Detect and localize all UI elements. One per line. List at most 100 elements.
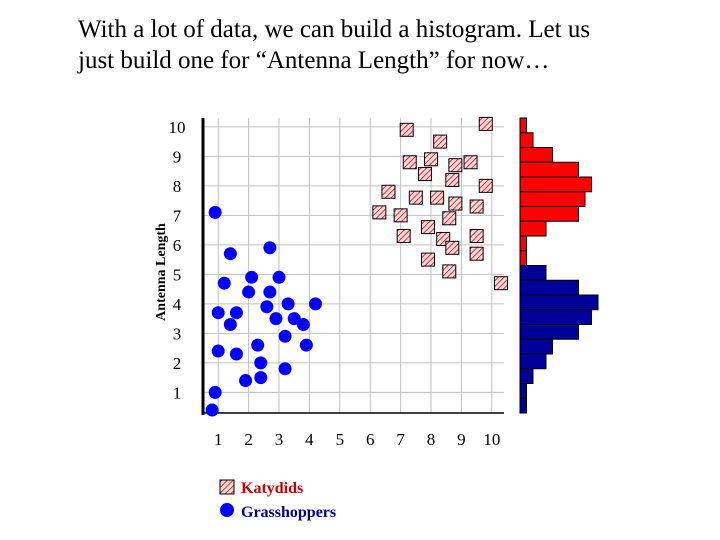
y-tick-label: 5: [173, 265, 182, 284]
katydid-point: [478, 116, 493, 131]
x-tick-label: 4: [305, 430, 314, 449]
histogram-bar-katydid: [519, 235, 527, 252]
histogram-bar-grasshopper: [519, 324, 579, 340]
grasshopper-point: [208, 385, 222, 399]
y-tick-label: 1: [173, 383, 182, 402]
x-tick-label: 8: [427, 430, 436, 449]
katydid-point: [469, 199, 484, 214]
histogram-bar-grasshopper: [519, 397, 527, 414]
grasshopper-point: [245, 270, 259, 284]
katydid-point: [469, 229, 484, 243]
grasshopper-point: [242, 285, 256, 299]
katydid-point: [445, 240, 460, 255]
katydid-point: [463, 155, 478, 170]
y-tick-label: 3: [173, 324, 182, 343]
grasshopper-point: [205, 403, 219, 417]
histogram-bar-katydid: [519, 220, 547, 237]
grasshopper-point: [272, 270, 286, 284]
katydid-point: [372, 205, 387, 220]
histogram-bar-katydid: [519, 250, 527, 266]
katydid-point: [417, 167, 432, 182]
grasshopper-point: [211, 306, 225, 320]
histogram-bar-katydid: [519, 132, 534, 148]
grasshopper-point: [208, 205, 222, 219]
legend: Katydids Grasshoppers: [219, 479, 336, 521]
katydid-point: [493, 276, 508, 291]
x-tick-label: 6: [366, 430, 375, 449]
grasshopper-point: [217, 276, 231, 290]
grasshopper-point: [229, 306, 243, 320]
histogram-bar-katydid: [519, 147, 553, 163]
grasshopper-point: [296, 318, 310, 331]
title-line-1: With a lot of data, we can build a histo…: [78, 16, 591, 43]
katydid-point: [393, 208, 408, 223]
grasshopper-point: [211, 344, 225, 358]
katydid-point: [381, 184, 396, 199]
katydid-point: [442, 211, 457, 226]
grasshopper-point: [269, 312, 283, 326]
histogram-bar-katydid: [519, 161, 579, 178]
grasshopper-point: [278, 362, 292, 376]
grasshopper-point: [254, 371, 268, 385]
y-tick-label: 9: [173, 147, 182, 166]
y-tick-label: 7: [173, 206, 182, 225]
katydid-point: [442, 264, 457, 279]
grasshopper-point: [278, 329, 292, 343]
x-tick-label: 1: [214, 430, 223, 449]
katydid-point: [469, 246, 484, 261]
katydid-point: [478, 178, 493, 193]
grasshopper-point: [229, 347, 243, 361]
x-tick-label: 5: [336, 430, 345, 449]
histogram-bar-grasshopper: [519, 338, 553, 355]
katydid-point: [420, 252, 435, 267]
katydid-point: [445, 172, 460, 187]
grasshopper-point: [251, 338, 265, 352]
grasshopper-point: [299, 338, 313, 352]
katydid-point: [433, 134, 448, 149]
katydid-point: [402, 155, 417, 170]
y-axis-label: Antenna Length: [154, 223, 169, 321]
x-tick-label: 3: [275, 430, 284, 449]
x-tick-label: 9: [457, 430, 466, 449]
y-tick-label: 6: [173, 236, 182, 255]
axes: 1 2 3 4 5 6 7 8 9 10 1 2 3 4 5 6 7 8 9 10: [169, 118, 504, 449]
y-tick-label: 8: [173, 177, 182, 196]
histogram-bar-grasshopper: [519, 294, 599, 311]
y-tick-label: 10: [169, 118, 186, 137]
title-line-2: just build one for “Antenna Length” for …: [78, 47, 550, 74]
histogram-bar-grasshopper: [519, 279, 579, 296]
katydid-point: [420, 220, 435, 235]
histogram-bar-katydid: [519, 176, 592, 193]
katydid-point: [396, 229, 411, 243]
grasshopper-point: [223, 247, 237, 261]
katydid-point: [448, 196, 463, 211]
legend-grasshoppers-label: Grasshoppers: [241, 504, 336, 521]
grasshopper-point: [281, 297, 295, 311]
histogram-bar-katydid: [519, 206, 579, 222]
histogram-bar-grasshopper: [519, 383, 527, 399]
katydid-point: [399, 122, 414, 137]
histogram-bar-grasshopper: [519, 265, 547, 281]
grasshopper-point: [223, 318, 237, 331]
legend-grasshopper-marker: [220, 503, 234, 517]
histogram-bar-grasshopper: [519, 368, 534, 384]
katydid-point: [430, 190, 445, 205]
grasshopper-point: [263, 241, 277, 255]
grasshopper-point: [254, 356, 268, 370]
grasshopper-point: [239, 374, 253, 388]
legend-katydids-label: Katydids: [241, 480, 303, 497]
legend-katydid-marker: [219, 479, 235, 495]
grasshopper-point: [308, 297, 322, 311]
grasshopper-point: [260, 300, 274, 314]
grasshopper-point: [263, 285, 277, 299]
histogram-bar-katydid: [519, 117, 527, 134]
y-tick-label: 2: [173, 354, 182, 373]
katydid-point: [424, 152, 439, 167]
histogram: [519, 117, 599, 414]
x-tick-label: 10: [483, 430, 500, 449]
histogram-bar-grasshopper: [519, 309, 592, 325]
y-tick-label: 4: [173, 295, 182, 314]
histogram-bar-grasshopper: [519, 353, 547, 370]
x-tick-label: 2: [244, 430, 253, 449]
